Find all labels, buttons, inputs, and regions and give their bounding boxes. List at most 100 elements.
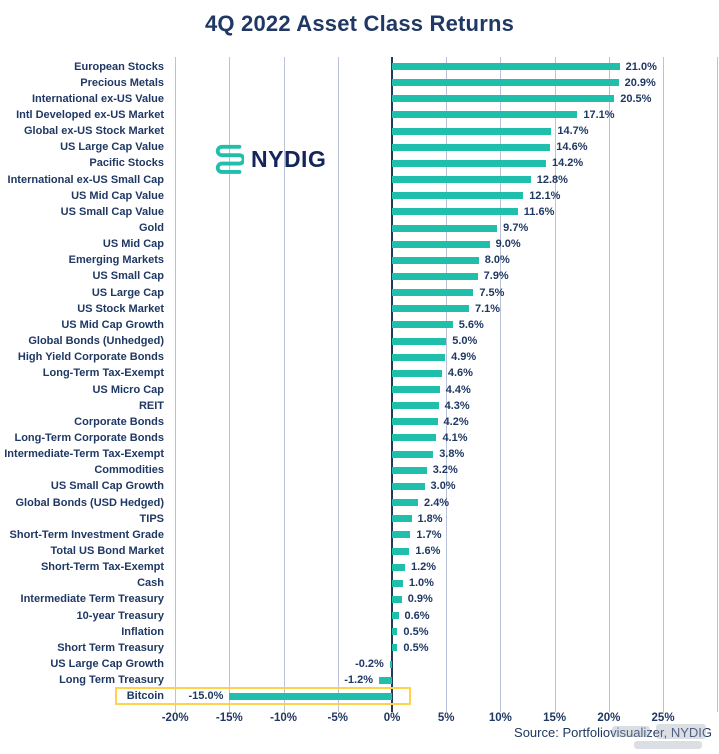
bar [392,515,412,523]
bar [392,289,474,297]
bar [392,402,439,410]
bar [392,579,403,587]
bar [392,369,442,377]
bar [392,272,478,280]
bar [392,482,425,490]
value-label: 11.6% [523,205,555,218]
value-label: 14.2% [551,157,584,170]
bar [392,386,440,393]
category-label: US Large Cap Growth [50,658,164,671]
category-label: Short-Term Tax-Exempt [40,561,164,574]
bar [392,466,427,474]
gridline [283,57,285,712]
value-label: 5.0% [452,335,478,348]
category-label: Commodities [94,464,164,477]
bar [392,95,615,103]
value-label: 0.6% [404,609,430,622]
bar [389,660,392,668]
category-label: High Yield Corporate Bonds [17,351,164,364]
bar [392,321,453,329]
bar [229,692,392,700]
value-label: 1.0% [408,577,434,590]
category-label: Short-Term Investment Grade [9,528,164,541]
value-label: 0.5% [403,625,429,638]
nydig-logo-text: NYDIG [251,145,327,172]
bar [392,628,398,636]
category-label: Short Term Treasury [57,641,164,654]
category-label: Long-Term Tax-Exempt [42,367,164,380]
category-label: US Mid Cap Growth [61,318,164,331]
bar [392,434,437,442]
category-label: 10-year Treasury [76,609,164,622]
category-label: Pacific Stocks [89,157,164,170]
x-tick-label: 10% [488,712,512,724]
gridline [500,57,502,712]
bar [392,159,546,167]
x-tick-label: 0% [383,712,401,724]
category-label: US Large Cap [91,286,164,299]
value-label: 20.5% [620,92,652,105]
value-label: 21.0% [625,60,657,73]
value-label: 9.7% [503,222,529,234]
bar [392,208,518,216]
x-tick-label: -20% [161,712,189,724]
x-tick-label: -15% [215,712,243,724]
value-label: 0.9% [407,593,433,606]
value-label: 2.4% [424,496,450,509]
value-label: 20.9% [624,76,656,89]
category-label: Global ex-US Stock Market [24,125,164,138]
category-label: Long-Term Corporate Bonds [14,431,164,444]
category-label: US Mid Cap [102,238,164,251]
value-label: 4.6% [447,367,473,380]
value-label: 3.2% [432,464,458,477]
nydig-logo: NYDIG [212,142,326,176]
bitcoin-highlight-box [115,687,411,705]
value-label: -15.0% [188,690,224,703]
category-label: Total US Bond Market [50,545,164,557]
bar [392,547,410,555]
category-label: US Small Cap Growth [50,480,164,493]
bar [392,644,398,652]
bar [378,676,392,684]
bar [392,612,399,620]
value-label: 12.8% [536,173,568,186]
bar [392,305,469,313]
bar [392,499,419,507]
value-label: 5.6% [458,318,484,331]
bar [392,240,490,248]
category-label: US Micro Cap [92,383,164,396]
value-label: 4.9% [451,351,477,364]
value-label: -0.2% [355,658,384,671]
value-label: 8.0% [484,254,510,267]
gridline [554,57,556,712]
value-label: 0.5% [403,641,429,654]
value-label: 14.6% [556,141,588,154]
source-caption: Source: Portfoliovisualizer, NYDIG [514,725,712,740]
value-label: 4.4% [445,383,471,396]
bar [392,111,578,119]
category-label: Corporate Bonds [74,415,164,428]
bar [392,63,620,70]
value-label: 7.9% [483,270,509,283]
bar [392,176,531,184]
category-label: US Small Cap [92,270,164,283]
gridline [608,57,610,712]
value-label: 9.0% [495,238,521,251]
category-label: International ex-US Value [31,92,164,105]
value-label: 4.3% [444,399,470,412]
bar [392,256,479,264]
category-label: US Small Cap Value [60,205,164,218]
bar [392,595,402,603]
gridline [229,57,231,712]
bar [392,127,552,135]
gridline [446,57,448,712]
value-label: -1.2% [344,674,373,687]
category-label: US Large Cap Value [60,141,164,154]
x-tick-label: -5% [327,712,348,724]
bar [392,450,434,458]
category-label: US Mid Cap Value [71,189,164,202]
category-label: Intermediate Term Treasury [20,593,164,606]
value-label: 12.1% [529,189,561,202]
value-label: 4.1% [442,431,468,444]
